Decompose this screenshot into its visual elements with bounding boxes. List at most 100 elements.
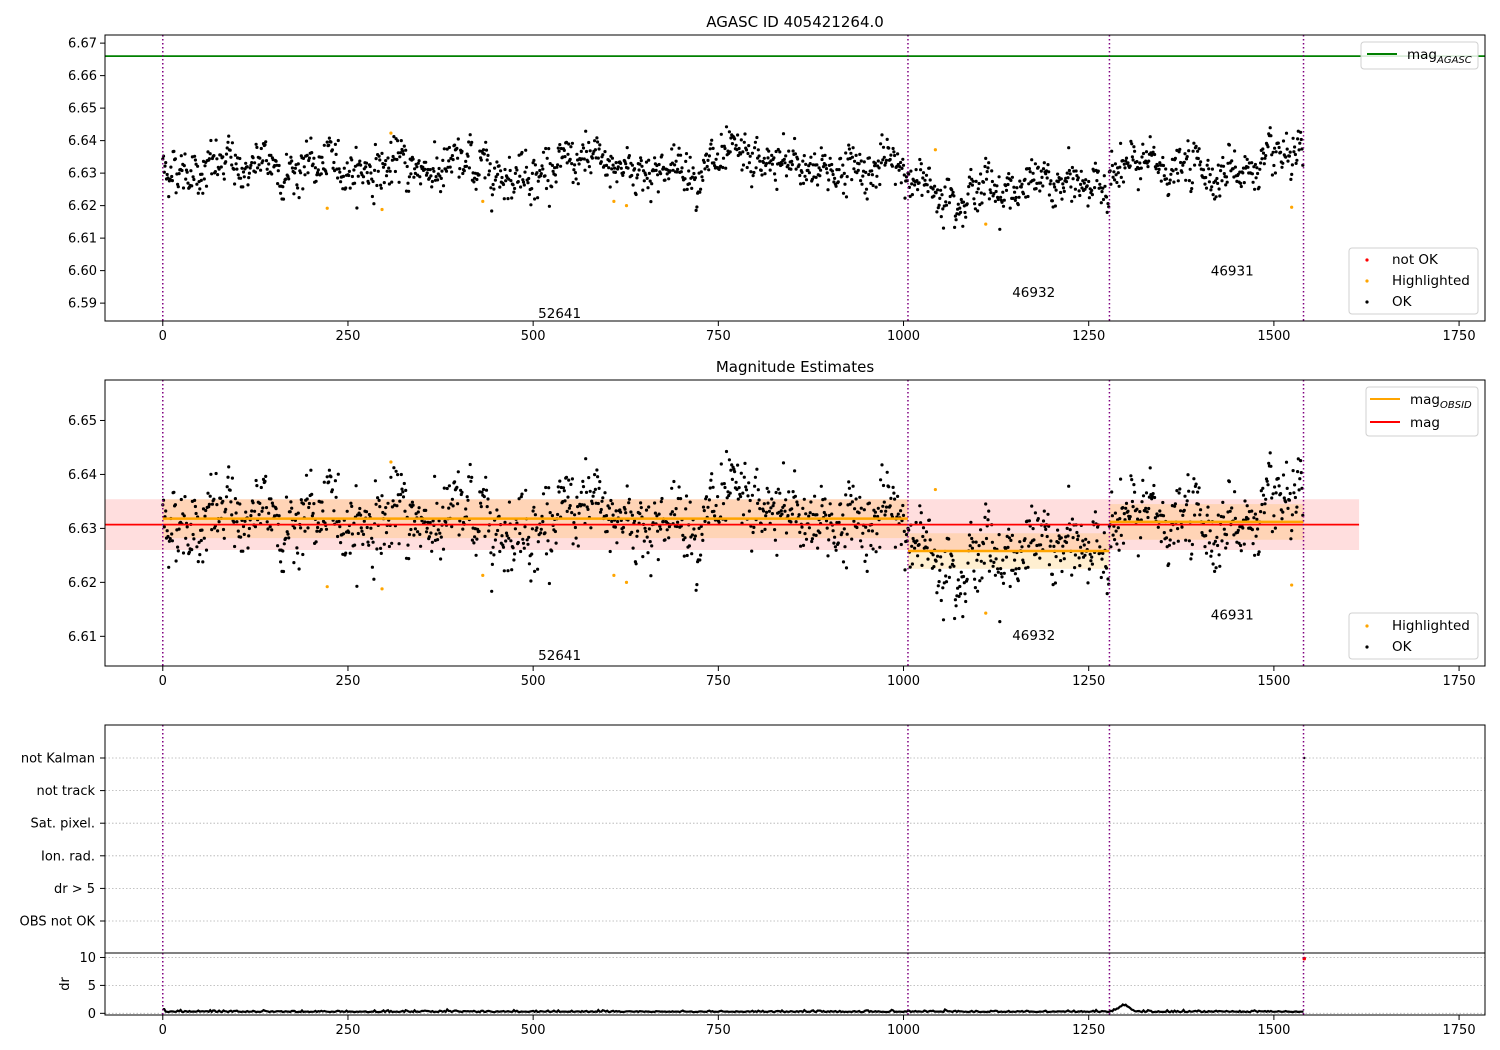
ok-point <box>698 190 702 194</box>
ok-point <box>933 184 937 188</box>
ok-point <box>1067 484 1071 488</box>
ok-point <box>1084 178 1088 182</box>
ok-point <box>333 479 337 483</box>
ok-point <box>616 165 620 169</box>
ok-point <box>1073 195 1077 199</box>
ok-point <box>429 174 433 178</box>
ok-point <box>1210 185 1214 189</box>
ok-point <box>822 510 826 515</box>
ok-point <box>1140 500 1144 504</box>
ok-point <box>961 574 966 579</box>
ok-point <box>727 130 732 134</box>
ok-point <box>168 537 172 541</box>
ok-point <box>671 168 675 172</box>
ok-point <box>952 564 956 568</box>
ok-point <box>172 149 176 153</box>
ok-point <box>567 142 571 146</box>
ok-point <box>1270 530 1274 534</box>
ok-point <box>389 475 393 479</box>
ok-point <box>572 521 576 525</box>
ok-point <box>958 584 962 589</box>
ok-point <box>808 511 812 515</box>
ok-point <box>1175 489 1179 493</box>
ok-point <box>807 526 812 530</box>
ok-point <box>260 509 264 513</box>
ok-point <box>1257 550 1261 554</box>
ok-point <box>1182 160 1186 164</box>
ok-point <box>798 530 802 535</box>
ok-point <box>379 183 383 187</box>
ok-point <box>837 168 841 172</box>
ok-point <box>772 501 776 505</box>
ok-point <box>619 161 623 165</box>
ok-point <box>1122 511 1126 516</box>
ok-point <box>593 487 598 491</box>
ok-point <box>307 156 311 160</box>
ok-point <box>1197 147 1201 151</box>
ok-point <box>827 513 832 518</box>
ok-point <box>1087 540 1091 544</box>
ok-point <box>1164 167 1168 171</box>
ok-point <box>687 169 691 173</box>
ok-point <box>1054 188 1058 192</box>
ok-point <box>466 498 470 502</box>
ok-point <box>169 165 173 169</box>
ok-point <box>479 501 483 505</box>
ok-point <box>210 502 214 506</box>
ok-point <box>1206 158 1210 162</box>
y-tick-label: 6.63 <box>68 167 97 182</box>
ok-point <box>1257 185 1261 189</box>
ok-point <box>324 527 329 531</box>
ok-point <box>1204 534 1208 538</box>
ok-point <box>610 502 615 506</box>
ok-point <box>687 182 692 186</box>
ok-point <box>1141 494 1146 498</box>
ok-point <box>773 538 778 542</box>
obsid-label-46931: 46931 <box>1211 608 1254 624</box>
ok-point <box>324 169 328 173</box>
ok-point <box>390 541 394 545</box>
ok-point <box>288 510 292 514</box>
ok-point <box>1239 181 1243 185</box>
ok-point <box>851 146 855 150</box>
ok-point <box>213 170 217 174</box>
ok-point <box>253 161 257 165</box>
panel-1-title: AGASC ID 405421264.0 <box>706 13 884 31</box>
ok-point <box>456 137 460 141</box>
ok-point <box>229 500 233 504</box>
ok-point <box>1027 167 1031 171</box>
ok-point <box>474 553 478 557</box>
ok-point <box>859 539 863 543</box>
ok-point <box>577 511 581 515</box>
ok-point <box>1205 163 1209 167</box>
ok-point <box>692 171 696 176</box>
ok-point <box>193 504 197 509</box>
ok-point <box>430 549 434 553</box>
ok-point <box>224 507 228 511</box>
x-tick-label: 0 <box>159 329 167 344</box>
ok-point <box>716 495 720 499</box>
ok-point <box>856 168 860 172</box>
ok-point <box>1111 175 1115 179</box>
ok-point <box>719 462 723 466</box>
ok-point <box>777 510 781 514</box>
ok-point <box>976 209 980 213</box>
ok-point <box>786 514 790 518</box>
highlighted-point <box>984 222 988 226</box>
ok-point <box>901 503 905 508</box>
ok-point <box>497 164 501 168</box>
ok-point <box>1256 171 1260 176</box>
ok-point <box>1068 172 1072 176</box>
ok-point <box>1280 165 1284 169</box>
ok-point <box>1133 490 1137 494</box>
ok-point <box>619 510 623 514</box>
ok-point <box>1208 173 1212 177</box>
ok-point <box>701 178 705 182</box>
ok-point <box>764 514 768 518</box>
ok-point <box>510 568 514 572</box>
ok-point <box>787 490 791 494</box>
ok-point <box>430 540 434 544</box>
ok-point <box>684 494 689 498</box>
ok-point <box>416 530 420 534</box>
